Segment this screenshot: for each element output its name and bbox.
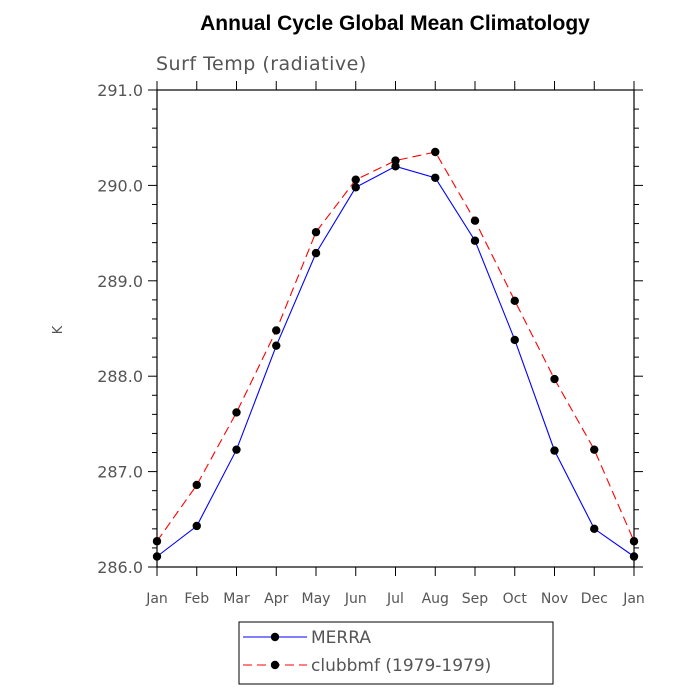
data-point xyxy=(232,445,241,454)
data-point xyxy=(470,216,480,225)
data-point xyxy=(391,162,400,171)
plot-area: 286.0 287.0 288.0 289.0 290.0 291.0 Jan Feb Mar A… xyxy=(97,81,645,607)
chart-subtitle: Surf Temp (radiative) xyxy=(156,53,367,75)
data-point xyxy=(590,524,599,534)
data-point xyxy=(311,227,321,237)
x-tick-label: Jul xyxy=(386,591,404,607)
x-tick-label: Feb xyxy=(184,591,209,607)
series-line-clubbmf xyxy=(156,151,635,542)
x-tick-label: Dec xyxy=(581,591,608,607)
data-point xyxy=(311,248,321,258)
data-point xyxy=(431,147,440,157)
series-line-merra xyxy=(156,165,635,557)
y-tick-label: 289.0 xyxy=(97,272,143,291)
y-tick-label: 287.0 xyxy=(97,463,143,482)
legend-box xyxy=(238,621,554,685)
chart-title: Annual Cycle Global Mean Climatology xyxy=(200,12,590,35)
x-tick-label: Aug xyxy=(422,591,449,607)
y-axis-label: K xyxy=(51,325,66,334)
legend: MERRA clubbmf (1979-1979) xyxy=(238,621,554,685)
data-point xyxy=(550,446,559,455)
data-point xyxy=(272,326,281,335)
data-point xyxy=(510,335,519,345)
data-point xyxy=(232,408,241,417)
data-point xyxy=(629,537,639,546)
legend-marker xyxy=(270,632,280,642)
data-point xyxy=(152,552,162,561)
x-tick-label: May xyxy=(302,591,331,607)
legend-marker xyxy=(270,660,280,670)
data-point xyxy=(152,537,162,546)
data-point xyxy=(192,480,201,490)
x-tick-label: Oct xyxy=(503,591,528,607)
x-tick-label: Mar xyxy=(223,591,250,607)
legend-label-merra: MERRA xyxy=(311,628,371,648)
legend-label-clubbmf: clubbmf (1979-1979) xyxy=(311,656,491,676)
data-point xyxy=(192,521,201,531)
x-tick-label: Sep xyxy=(462,591,489,607)
y-tick-label: 291.0 xyxy=(97,81,143,100)
data-point xyxy=(431,173,440,182)
data-point xyxy=(510,296,519,306)
y-tick-label: 290.0 xyxy=(97,176,143,195)
x-tick-label: Jan xyxy=(622,591,645,607)
y-tick-label: 288.0 xyxy=(97,367,143,386)
x-tick-label: Jun xyxy=(344,591,367,607)
data-point xyxy=(470,236,480,245)
data-point xyxy=(272,341,281,350)
x-tick-label: Nov xyxy=(541,591,568,607)
data-point xyxy=(550,374,559,384)
data-point xyxy=(590,445,599,454)
x-tick-label: Jan xyxy=(145,591,168,607)
data-point xyxy=(351,183,360,192)
data-point xyxy=(629,552,639,561)
y-tick-label: 286.0 xyxy=(97,558,143,577)
data-point xyxy=(351,175,360,184)
x-tick-label: Apr xyxy=(264,591,288,607)
